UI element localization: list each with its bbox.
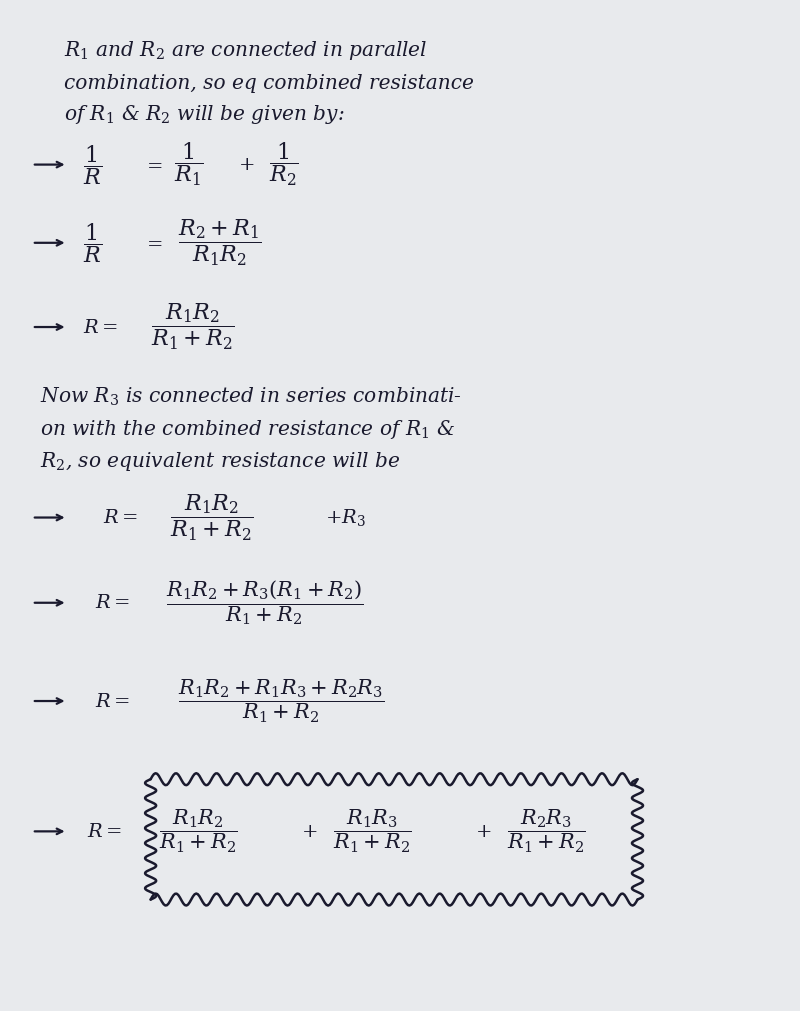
Text: $\dfrac{R_1 R_2}{R_1 + R_2}$: $\dfrac{R_1 R_2}{R_1 + R_2}$ [170,492,254,543]
Text: $\dfrac{1}{R}$: $\dfrac{1}{R}$ [83,143,102,187]
Text: $\dfrac{1}{R}$: $\dfrac{1}{R}$ [83,220,102,265]
Text: $\dfrac{1}{R_1}$: $\dfrac{1}{R_1}$ [174,141,204,188]
Text: $\dfrac{R_2 + R_1}{R_1 R_2}$: $\dfrac{R_2 + R_1}{R_1 R_2}$ [178,217,262,268]
Text: $R =$: $R =$ [95,593,130,613]
Text: $+ R_3$: $+ R_3$ [325,508,366,528]
Text: $=$: $=$ [142,234,162,253]
Text: combination, so eq combined resistance: combination, so eq combined resistance [63,74,474,93]
Text: $\dfrac{R_1 R_2 + R_3(R_1 + R_2)}{R_1 + R_2}$: $\dfrac{R_1 R_2 + R_3(R_1 + R_2)}{R_1 + … [166,578,364,627]
Text: $\dfrac{R_1 R_2}{R_1 + R_2}$: $\dfrac{R_1 R_2}{R_1 + R_2}$ [150,302,234,352]
Text: $=$: $=$ [142,155,162,174]
Text: $\dfrac{R_1 R_2}{R_1 + R_2}$: $\dfrac{R_1 R_2}{R_1 + R_2}$ [158,808,238,855]
Text: $\dfrac{R_2 R_3}{R_1 + R_2}$: $\dfrac{R_2 R_3}{R_1 + R_2}$ [507,808,586,855]
Text: on with the combined resistance of R$_1$ &: on with the combined resistance of R$_1$… [40,418,455,441]
Text: of R$_1$ & R$_2$ will be given by:: of R$_1$ & R$_2$ will be given by: [63,103,344,126]
Text: $\dfrac{1}{R_2}$: $\dfrac{1}{R_2}$ [270,141,299,188]
Text: $\dfrac{R_1 R_3}{R_1 + R_2}$: $\dfrac{R_1 R_3}{R_1 + R_2}$ [333,808,411,855]
Text: $+$: $+$ [301,822,318,841]
Text: $R =$: $R =$ [103,509,138,527]
Text: R$_1$ and R$_2$ are connected in parallel: R$_1$ and R$_2$ are connected in paralle… [63,38,427,62]
Text: $\dfrac{R_1 R_2 + R_1 R_3 + R_2 R_3}{R_1 + R_2}$: $\dfrac{R_1 R_2 + R_1 R_3 + R_2 R_3}{R_1… [178,677,385,725]
Text: $+$: $+$ [475,822,491,841]
Text: $R =$: $R =$ [95,692,130,711]
Text: Now R$_3$ is connected in series combinati-: Now R$_3$ is connected in series combina… [40,386,462,408]
Text: $R =$: $R =$ [87,822,122,841]
Text: $R =$: $R =$ [83,317,118,337]
Text: $+$: $+$ [238,155,254,174]
Text: R$_2$, so equivalent resistance will be: R$_2$, so equivalent resistance will be [40,450,400,473]
